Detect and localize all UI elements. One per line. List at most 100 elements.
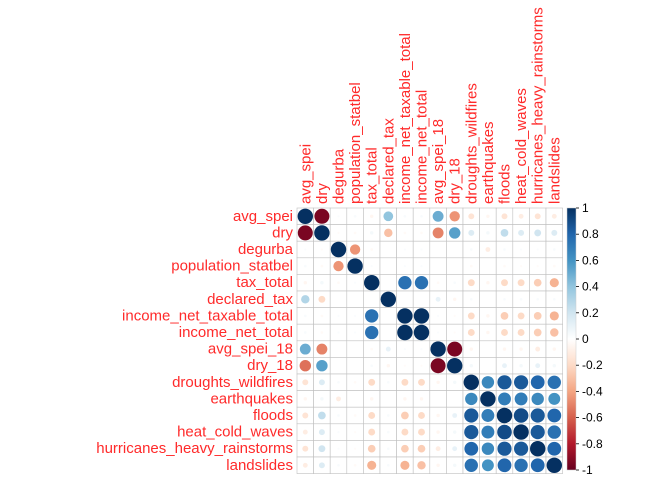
legend-tick-label: 0 <box>582 332 589 346</box>
row-label-landslides: landslides <box>226 457 293 474</box>
corr-circle-avg_spei-earthquakes <box>486 214 490 219</box>
corr-circle-heat_cold_waves-droughts_wildfires <box>464 425 479 440</box>
corr-circle-declared_tax-droughts_wildfires <box>469 297 473 301</box>
column-label-avg_spei_18: avg_spei_18 <box>430 119 447 204</box>
row-label-hurricanes_heavy_rainstorms: hurricanes_heavy_rainstorms <box>96 440 293 457</box>
corr-circle-heat_cold_waves-declared_tax <box>386 430 390 434</box>
corr-circle-degurba-heat_cold_waves <box>520 248 523 251</box>
corr-circle-dry-hurricanes_heavy_rainstorms <box>534 229 542 237</box>
grid-cell <box>329 290 348 308</box>
corr-circle-income_net_total-floods <box>501 329 508 336</box>
corr-circle-dry-tax_total <box>369 231 374 235</box>
corr-circle-landslides-population_statbel <box>353 463 357 467</box>
corr-circle-population_statbel-avg_spei <box>303 264 307 268</box>
row-label-dry_18: dry_18 <box>247 357 293 374</box>
corr-circle-droughts_wildfires-dry_18 <box>452 380 457 385</box>
corr-circle-declared_tax-avg_spei <box>301 295 310 304</box>
corr-circle-avg_spei-landslides <box>551 213 557 219</box>
corr-circle-landslides-dry_18 <box>452 463 457 468</box>
grid-cell <box>329 357 348 375</box>
corr-circle-avg_spei_18-declared_tax <box>385 346 391 352</box>
corr-circle-avg_spei-declared_tax <box>383 211 394 222</box>
corr-circle-declared_tax-dry <box>318 295 326 303</box>
corr-circle-income_net_taxable_total-degurba <box>337 314 340 317</box>
corr-circle-avg_spei_18-dry <box>316 343 328 355</box>
legend-tick-label: -0.8 <box>582 437 603 451</box>
corr-circle-heat_cold_waves-degurba <box>337 431 340 434</box>
corr-circle-declared_tax-hurricanes_heavy_rainstorms <box>536 297 540 301</box>
corr-circle-dry-earthquakes <box>486 231 490 235</box>
corr-circle-dry-avg_spei_18 <box>432 227 444 239</box>
corr-circle-floods-declared_tax <box>386 414 390 417</box>
grid-cell <box>379 390 397 408</box>
corr-circle-income_net_taxable_total-droughts_wildfires <box>467 312 475 320</box>
corr-circle-hurricanes_heavy_rainstorms-avg_spei <box>302 445 309 452</box>
corr-circle-hurricanes_heavy_rainstorms-tax_total <box>367 444 376 453</box>
legend-tick-label: 0.2 <box>582 306 599 320</box>
corr-circle-earthquakes-floods <box>498 392 511 406</box>
corr-circle-droughts_wildfires-dry <box>318 379 325 386</box>
corr-circle-landslides-avg_spei_18 <box>436 463 440 468</box>
legend-tick-label: 0.8 <box>582 227 599 241</box>
legend-tick-label: 1 <box>582 201 589 215</box>
row-label-population_statbel: population_statbel <box>171 258 293 275</box>
corr-circle-degurba-tax_total <box>370 248 374 251</box>
corr-circle-dry-droughts_wildfires <box>468 229 475 236</box>
corr-circle-income_net_total-income_net_taxable_total <box>397 324 413 341</box>
grid-cell <box>379 307 397 325</box>
corr-circle-heat_cold_waves-avg_spei <box>302 429 308 435</box>
corr-circle-hurricanes_heavy_rainstorms-avg_spei_18 <box>435 446 441 452</box>
corr-circle-droughts_wildfires-income_net_taxable_total <box>401 378 409 386</box>
legend-tick-label: -1 <box>582 463 593 477</box>
corr-circle-droughts_wildfires-tax_total <box>368 378 376 386</box>
corr-circle-hurricanes_heavy_rainstorms-degurba <box>337 447 340 450</box>
grid-cell <box>329 340 348 358</box>
corr-circle-population_statbel-floods <box>503 264 506 268</box>
corr-circle-hurricanes_heavy_rainstorms-hurricanes_heavy_rainstorms <box>530 441 546 457</box>
corr-circle-dry-floods <box>500 229 509 237</box>
column-label-income_net_total: income_net_total <box>414 90 431 204</box>
corr-circle-degurba-droughts_wildfires <box>469 248 473 251</box>
corr-circle-declared_tax-dry_18 <box>452 297 457 302</box>
corr-circle-avg_spei_18-floods <box>502 347 507 351</box>
corr-circle-tax_total-dry <box>320 280 324 285</box>
corr-circle-floods-tax_total <box>368 412 376 419</box>
row-label-degurba: degurba <box>238 241 294 258</box>
corr-circle-dry_18-declared_tax <box>386 363 391 368</box>
corr-circle-tax_total-heat_cold_waves <box>517 279 525 287</box>
corr-circle-floods-landslides <box>547 408 562 423</box>
corr-circle-avg_spei_18-landslides <box>552 347 557 351</box>
corr-circle-avg_spei-avg_spei <box>297 208 313 224</box>
corr-circle-floods-degurba <box>337 414 340 417</box>
corr-circle-avg_spei_18-heat_cold_waves <box>519 347 523 351</box>
row-label-avg_spei: avg_spei <box>233 208 293 225</box>
corr-circle-tax_total-earthquakes <box>486 280 490 285</box>
corr-circle-income_net_total-earthquakes <box>486 330 490 335</box>
column-label-dry: dry <box>314 183 331 204</box>
grid-cell <box>479 290 497 308</box>
corr-circle-tax_total-droughts_wildfires <box>467 279 475 287</box>
corr-circle-landslides-income_net_total <box>417 461 426 470</box>
corr-circle-landslides-hurricanes_heavy_rainstorms <box>530 458 545 473</box>
corr-circle-avg_spei-avg_spei_18 <box>432 210 444 222</box>
corr-circle-heat_cold_waves-landslides <box>547 425 561 439</box>
corr-circle-tax_total-degurba <box>337 281 340 285</box>
corr-circle-avg_spei-dry <box>314 208 330 224</box>
corr-circle-income_net_total-dry <box>320 331 324 334</box>
corr-circle-tax_total-hurricanes_heavy_rainstorms <box>533 278 542 287</box>
column-label-heat_cold_waves: heat_cold_waves <box>513 88 530 204</box>
legend-tick-label: 0.4 <box>582 280 599 294</box>
corr-circle-earthquakes-dry <box>320 397 324 401</box>
corr-circle-income_net_taxable_total-avg_spei <box>303 314 307 318</box>
corr-circle-population_statbel-tax_total <box>370 265 373 268</box>
legend-colorbar <box>566 207 577 471</box>
row-label-income_net_taxable_total: income_net_taxable_total <box>122 307 293 324</box>
corr-circle-income_net_taxable_total-income_net_taxable_total <box>397 308 413 324</box>
corr-circle-avg_spei_18-droughts_wildfires <box>469 347 474 351</box>
row-label-heat_cold_waves: heat_cold_waves <box>177 424 293 441</box>
corr-circle-floods-avg_spei_18 <box>436 413 440 418</box>
column-label-earthquakes: earthquakes <box>480 121 497 204</box>
corr-circle-floods-dry <box>318 411 326 420</box>
corr-circle-income_net_taxable_total-earthquakes <box>486 314 490 318</box>
corr-circle-dry_18-heat_cold_waves <box>519 363 523 368</box>
